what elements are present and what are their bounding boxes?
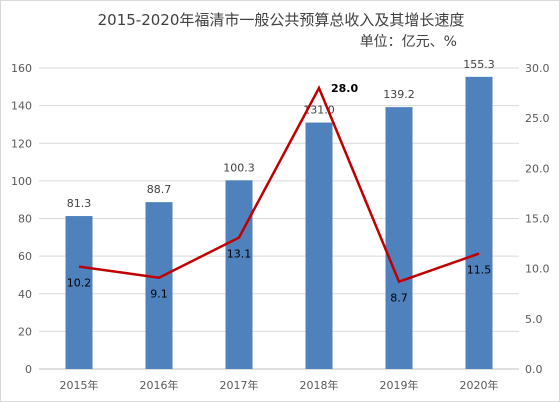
left-axis-tick-label: 160: [11, 62, 32, 75]
right-axis-tick-label: 30.0: [525, 62, 550, 75]
growth-rate-line: [78, 85, 480, 284]
line-value-label: 13.1: [227, 248, 252, 261]
bar-value-label: 81.3: [67, 197, 92, 210]
x-axis-tick-label: 2020年: [460, 378, 499, 392]
line-value-label: 11.5: [467, 264, 492, 277]
x-axis-ticks: 2015年 2016年 2017年 2018年 2019年 2020年: [60, 378, 499, 392]
right-axis-ticks: 0.0 5.0 10.0 15.0 20.0 25.0 30.0: [525, 62, 550, 376]
right-axis-tick-label: 20.0: [525, 162, 550, 175]
bar-value-label: 139.2: [383, 88, 415, 101]
bar: [465, 76, 493, 370]
x-axis-tick-label: 2017年: [220, 378, 259, 392]
left-axis-tick-label: 100: [11, 175, 32, 188]
left-axis-tick-label: 20: [18, 325, 32, 338]
left-axis-tick-label: 120: [11, 137, 32, 150]
line-value-label: 10.2: [67, 277, 92, 290]
right-axis-tick-label: 5.0: [525, 313, 543, 326]
bar: [65, 216, 93, 369]
chart-title: 2015-2020年福清市一般公共预算总收入及其增长速度: [98, 11, 465, 29]
line-value-label: 8.7: [390, 292, 408, 305]
bar: [225, 180, 253, 369]
right-axis-tick-label: 15.0: [525, 213, 550, 226]
right-axis-tick-label: 25.0: [525, 112, 550, 125]
gridlines: [39, 67, 519, 370]
x-axis-tick-label: 2019年: [380, 378, 419, 392]
x-axis-tick-label: 2016年: [140, 378, 179, 392]
left-axis-tick-label: 140: [11, 100, 32, 113]
left-axis-ticks: 0 20 40 60 80 100 120 140 160: [11, 62, 32, 376]
bar-value-label: 100.3: [223, 161, 255, 174]
line-value-label: 9.1: [150, 288, 168, 301]
x-axis-tick-label: 2018年: [300, 378, 339, 392]
bar-series: [65, 76, 493, 370]
bar: [145, 202, 173, 369]
bar-value-label: 88.7: [147, 183, 172, 196]
bar: [385, 107, 413, 369]
left-axis-tick-label: 60: [18, 250, 32, 263]
line-series: [78, 85, 480, 284]
chart-subtitle: 单位：亿元、%: [360, 34, 457, 50]
x-axis-tick-label: 2015年: [60, 378, 99, 392]
line-value-label: 28.0: [331, 82, 358, 95]
bar-value-label: 155.3: [463, 58, 495, 71]
left-axis-tick-label: 0: [25, 363, 32, 376]
bar: [305, 122, 333, 370]
left-axis-tick-label: 40: [18, 288, 32, 301]
left-axis-tick-label: 80: [18, 213, 32, 226]
line-data-labels: 10.2 9.1 13.1 28.0 8.7 11.5: [67, 82, 492, 305]
right-axis-tick-label: 10.0: [525, 263, 550, 276]
right-axis-tick-label: 0.0: [525, 363, 543, 376]
